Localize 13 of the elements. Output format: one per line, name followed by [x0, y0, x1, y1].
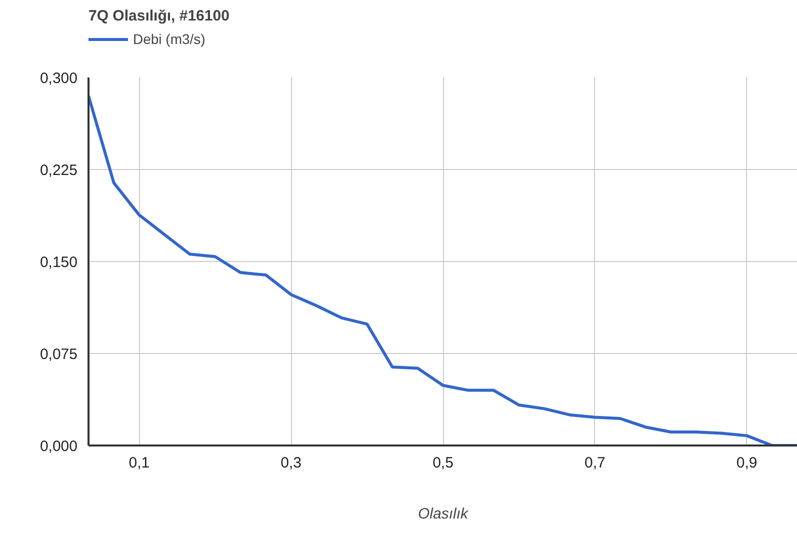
x-tick-label: 0,1 [128, 454, 150, 472]
x-tick-label: 0,9 [736, 454, 758, 472]
x-tick-label: 0,5 [432, 454, 454, 472]
legend-label: Debi (m3/s) [133, 31, 206, 47]
y-tick-label: 0,150 [40, 254, 78, 271]
x-tick-label: 0,7 [584, 454, 606, 472]
x-tick-label: 0,3 [280, 454, 302, 472]
y-tick-label: 0,000 [40, 438, 78, 455]
y-tick-label: 0,225 [40, 162, 78, 179]
chart-title: 7Q Olasılığı, #16100 [88, 8, 230, 24]
y-tick-label: 0,300 [40, 70, 78, 87]
y-tick-label: 0,075 [40, 346, 78, 363]
x-axis-title: Olasılık [418, 506, 470, 522]
